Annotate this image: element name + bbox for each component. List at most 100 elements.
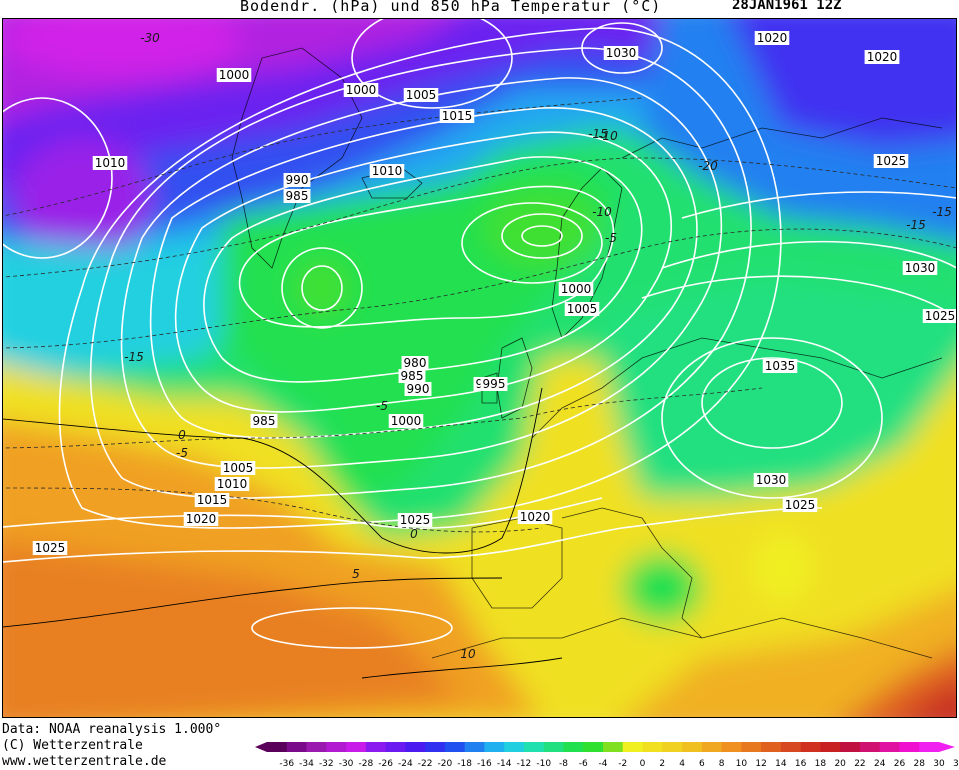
legend-tick-label: 20 [834, 759, 846, 769]
legend-swatch [267, 742, 288, 752]
weather-map: 1000100010051010101599599098510101000100… [2, 18, 957, 718]
temperature-label: -10 [592, 205, 612, 219]
coastlines [231, 47, 943, 659]
website-text: www.wetterzentrale.de [2, 754, 167, 769]
legend-tick-label: -36 [279, 759, 294, 769]
isobar-label-box [404, 382, 432, 396]
legend-swatch [622, 742, 644, 752]
temperature-label: -15 [588, 127, 608, 141]
legend-tick-label: 10 [736, 759, 748, 769]
isobar-label-box [283, 173, 311, 187]
legend-tick-label: -10 [536, 759, 551, 769]
legend-tick-label: -34 [299, 759, 314, 769]
map-footer: Data: NOAA reanalysis 1.000° (C) Wetterz… [0, 722, 959, 770]
temperature-label: -5 [376, 399, 388, 413]
isobar-label-box [782, 498, 818, 512]
isobar-label-box [762, 359, 798, 373]
isobar-label-box [343, 83, 379, 97]
legend-tick-label: -30 [339, 759, 354, 769]
isobar-label-box [439, 109, 475, 123]
legend-swatch [642, 742, 663, 752]
legend-tick-label: -4 [599, 759, 608, 769]
legend-swatch [365, 742, 387, 752]
legend-swatch [840, 742, 861, 752]
legend-tick-label: -6 [579, 759, 588, 769]
legend-tick-label: -16 [477, 759, 492, 769]
legend-swatch [425, 742, 446, 752]
legend-swatch [701, 742, 723, 752]
isobar-label-box [517, 510, 553, 524]
legend-tick-label: -2 [618, 759, 627, 769]
legend-tick-label: 8 [719, 759, 725, 769]
legend-tick-label: 24 [874, 759, 886, 769]
isobar-label-box [902, 261, 938, 275]
isobar-label-box [558, 282, 594, 296]
isobar-label: 1030 [756, 473, 787, 487]
map-date: 28JAN1961 12Z [732, 0, 842, 13]
legend-swatch [286, 742, 308, 752]
isobar-label-box [873, 154, 909, 168]
isobar-label-box [397, 513, 433, 527]
legend-tick-label: 22 [854, 759, 865, 769]
isobar-label-box [283, 189, 311, 203]
isobar-label: 985 [401, 369, 424, 383]
legend-swatch [543, 742, 564, 752]
legend-tick-label: 32 [953, 759, 959, 769]
isobar-label: 990 [407, 382, 430, 396]
isobar-label: 1010 [95, 156, 126, 170]
temperature-legend: -36 -34 -32 -30 -28 -26 -24 -22 -20 -18 -16 -14 -12-… [255, 742, 959, 769]
legend-swatch [306, 742, 327, 752]
isobar-label: 980 [404, 356, 427, 370]
temperature-contours-solid [2, 387, 563, 679]
isobar-label-box [32, 541, 68, 555]
isobar-label: 1015 [442, 109, 473, 123]
isobar-label: 1030 [905, 261, 936, 275]
legend-swatch [899, 742, 920, 752]
isobar-label: 985 [286, 189, 309, 203]
legend-swatch [820, 742, 841, 752]
map-header: Bodendr. (hPa) und 850 hPa Temperatur (°… [0, 0, 959, 18]
legend-tick-label: -32 [319, 759, 334, 769]
isobar-label-box [754, 31, 790, 45]
copyright-text: (C) Wetterzentrale [2, 738, 143, 753]
isobar-label: 1015 [197, 493, 228, 507]
legend-swatch [761, 742, 782, 752]
temperature-label: -15 [906, 218, 926, 232]
isobar-label: 1025 [925, 309, 956, 323]
legend-swatch [603, 742, 624, 752]
isobar-label: 1005 [223, 461, 254, 475]
isobar-label-box [194, 493, 230, 507]
isobar-label: 1025 [35, 541, 66, 555]
isobar-label-box [183, 512, 219, 526]
isobar-label-box [480, 377, 508, 391]
isobar-label-box [603, 46, 639, 60]
isobar-label: 1035 [765, 359, 796, 373]
legend-tick-label: -12 [517, 759, 532, 769]
legend-swatch [662, 742, 683, 752]
isobar-labels: 1000100010051010101599599098510101000100… [32, 31, 957, 555]
legend-tick-label: 14 [775, 759, 787, 769]
legend-swatch [859, 742, 881, 752]
legend-swatch [405, 742, 426, 752]
temperature-field [2, 18, 957, 718]
isobar-label: 1025 [785, 498, 816, 512]
isobar-label-box [216, 68, 252, 82]
legend-tick-label: -22 [418, 759, 433, 769]
isobar-label-box [753, 473, 789, 487]
isobar-label: 1025 [400, 513, 431, 527]
isobar-label: 1000 [561, 282, 592, 296]
legend-tick-label: 28 [914, 759, 926, 769]
legend-swatch [721, 742, 742, 752]
temperature-label: -10 [598, 129, 618, 143]
legend-tick-label: 26 [894, 759, 906, 769]
temperature-label: -5 [176, 446, 188, 460]
isobar-label: 1000 [391, 414, 422, 428]
legend-swatch [780, 742, 802, 752]
isobar-label-box [922, 309, 957, 323]
isobar-label-box [369, 164, 405, 178]
isobar-label: 1020 [186, 512, 217, 526]
isobar-label-box [250, 414, 278, 428]
isobar-label: 1000 [346, 83, 377, 97]
legend-swatch [741, 742, 762, 752]
